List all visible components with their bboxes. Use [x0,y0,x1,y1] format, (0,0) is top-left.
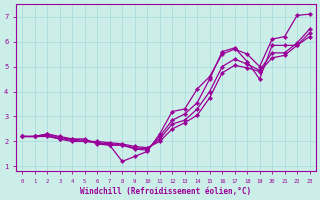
X-axis label: Windchill (Refroidissement éolien,°C): Windchill (Refroidissement éolien,°C) [80,187,252,196]
